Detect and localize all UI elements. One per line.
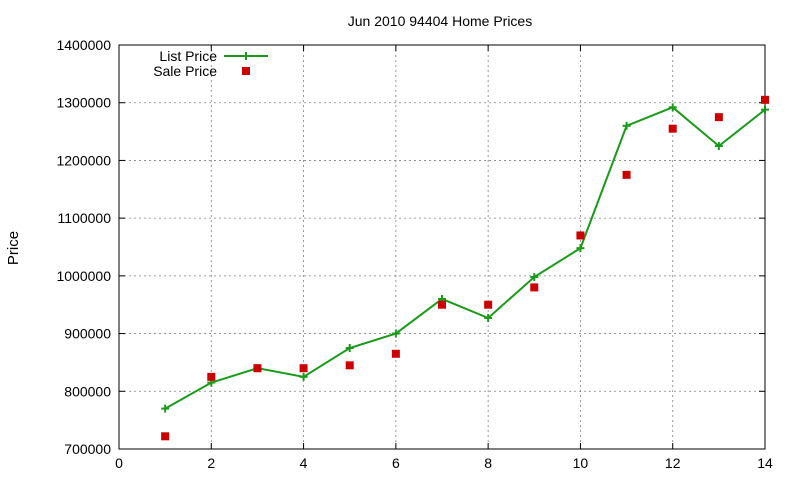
data-point (391, 349, 400, 358)
x-tick-label: 2 (207, 455, 215, 471)
chart-title: Jun 2010 94404 Home Prices (348, 13, 532, 29)
y-tick-label: 700000 (64, 441, 111, 457)
legend-marker (242, 67, 250, 75)
legend-label: List Price (159, 48, 217, 64)
data-point (761, 105, 769, 114)
data-point (668, 124, 677, 133)
x-tick-label: 10 (573, 455, 589, 471)
data-point (207, 372, 216, 381)
data-point (345, 361, 354, 370)
grid (119, 45, 765, 449)
data-point (576, 244, 585, 253)
data-point (391, 329, 400, 338)
series-line (164, 106, 766, 410)
data-point (714, 113, 723, 122)
series (161, 95, 769, 441)
series-sale-price (161, 95, 769, 441)
x-tick-label: 6 (392, 455, 400, 471)
legend-label: Sale Price (153, 63, 217, 79)
axis-ticks: 0 2 4 6 8 10 12 14 700000 800000 900000 1000000 1100… (56, 37, 773, 471)
data-point (253, 364, 262, 373)
plot-frame (118, 44, 766, 450)
data-point (668, 103, 677, 112)
data-point (714, 142, 723, 150)
data-point (161, 404, 170, 413)
data-point (484, 313, 493, 322)
x-tick-label: 0 (115, 455, 123, 471)
y-tick-label: 900000 (64, 326, 111, 342)
y-tick-label: 1200000 (56, 152, 111, 168)
data-point (530, 273, 539, 282)
data-point (161, 432, 170, 441)
data-point (530, 283, 539, 292)
legend-marker (242, 52, 250, 60)
data-point (622, 170, 631, 179)
data-point (299, 372, 308, 381)
x-tick-label: 4 (300, 455, 308, 471)
data-point (484, 300, 493, 309)
x-tick-label: 12 (665, 455, 681, 471)
x-tick-label: 14 (757, 455, 773, 471)
x-tick-label: 8 (484, 455, 492, 471)
data-point (622, 121, 631, 130)
y-tick-label: 1100000 (58, 210, 112, 226)
y-tick-label: 1400000 (56, 37, 111, 53)
data-point (299, 364, 308, 373)
y-tick-label: 1300000 (56, 95, 111, 111)
data-point (761, 95, 769, 104)
y-tick-label: 800000 (64, 383, 111, 399)
series-list-price (161, 103, 769, 413)
data-point (438, 300, 446, 309)
y-axis-label: Price (5, 231, 22, 265)
data-point (345, 344, 354, 352)
data-point (576, 231, 585, 240)
y-tick-label: 1000000 (56, 268, 111, 284)
